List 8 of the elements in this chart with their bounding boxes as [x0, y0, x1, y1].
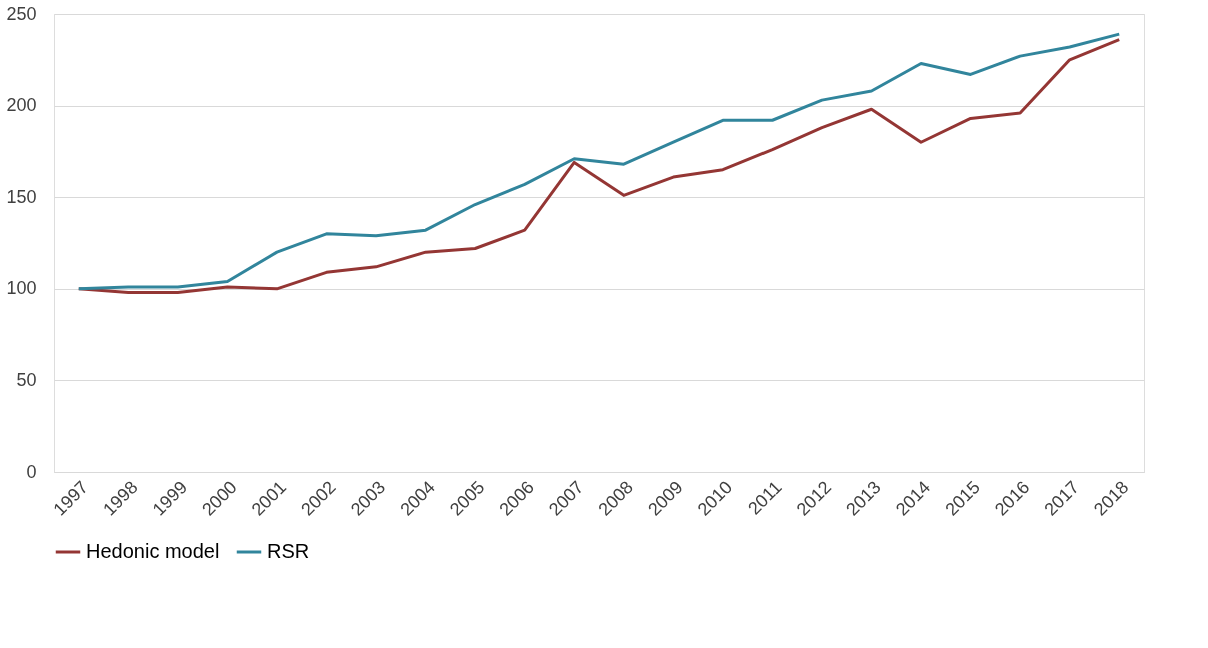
legend-label: Hedonic model — [86, 540, 220, 562]
y-tick-label: 200 — [6, 95, 37, 116]
legend-label: RSR — [267, 540, 310, 562]
y-tick-label: 150 — [6, 186, 37, 207]
y-tick-label: 250 — [6, 3, 37, 24]
y-tick-label: 100 — [6, 278, 37, 299]
y-tick-label: 0 — [26, 461, 37, 482]
y-tick-label: 50 — [16, 369, 37, 390]
